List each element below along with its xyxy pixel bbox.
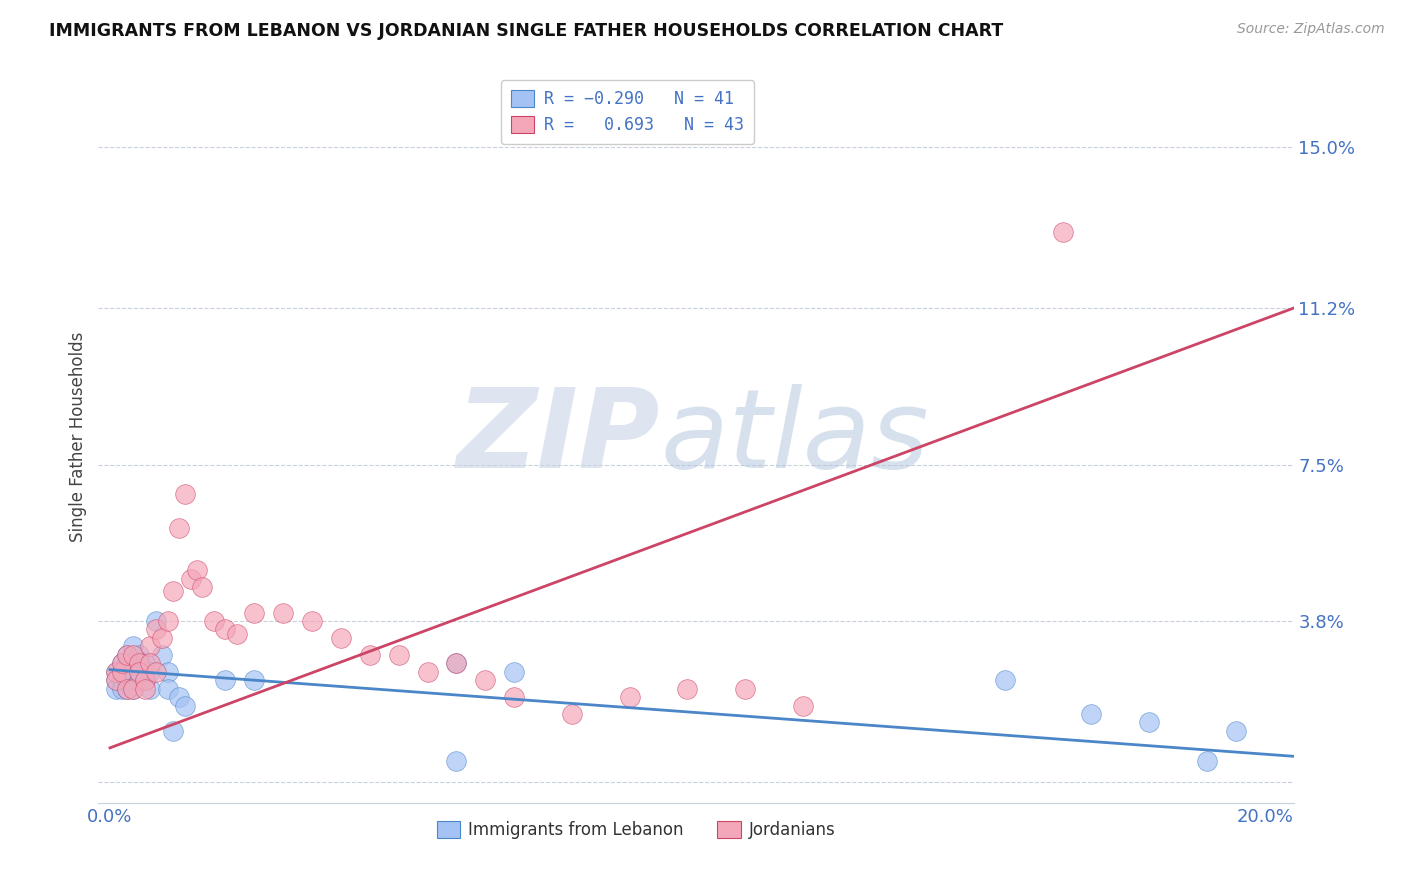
Point — [139, 640, 162, 654]
Point — [145, 614, 167, 628]
Point — [122, 681, 145, 696]
Point — [619, 690, 641, 705]
Point — [150, 648, 173, 662]
Point — [139, 681, 162, 696]
Point — [156, 614, 179, 628]
Point — [110, 681, 132, 696]
Point — [139, 665, 162, 679]
Point — [104, 665, 127, 679]
Point — [122, 673, 145, 688]
Text: ZIP: ZIP — [457, 384, 661, 491]
Point — [446, 657, 468, 671]
Point — [167, 690, 190, 705]
Point — [202, 614, 225, 628]
Point — [503, 665, 526, 679]
Y-axis label: Single Father Households: Single Father Households — [69, 332, 87, 542]
Point — [162, 584, 184, 599]
Point — [156, 681, 179, 696]
Point — [167, 521, 190, 535]
Point — [128, 648, 150, 662]
Point — [117, 648, 139, 662]
Point — [243, 673, 266, 688]
Point — [139, 657, 162, 671]
Point — [122, 657, 145, 671]
Point — [734, 681, 756, 696]
Point — [214, 673, 236, 688]
Point — [134, 673, 156, 688]
Point — [359, 648, 381, 662]
Point — [162, 723, 184, 738]
Point — [128, 665, 150, 679]
Text: Source: ZipAtlas.com: Source: ZipAtlas.com — [1237, 22, 1385, 37]
Point — [1137, 715, 1160, 730]
Point — [226, 626, 249, 640]
Point — [416, 665, 439, 679]
Point — [474, 673, 496, 688]
Point — [1225, 723, 1247, 738]
Point — [134, 657, 156, 671]
Point — [104, 681, 127, 696]
Point — [503, 690, 526, 705]
Point — [676, 681, 699, 696]
Point — [243, 606, 266, 620]
Point — [150, 631, 173, 645]
Point — [186, 563, 208, 577]
Legend: Immigrants from Lebanon, Jordanians: Immigrants from Lebanon, Jordanians — [430, 814, 842, 846]
Point — [561, 706, 583, 721]
Point — [145, 665, 167, 679]
Point — [117, 681, 139, 696]
Point — [134, 673, 156, 688]
Point — [104, 665, 127, 679]
Point — [110, 673, 132, 688]
Point — [122, 681, 145, 696]
Point — [110, 657, 132, 671]
Point — [174, 698, 197, 713]
Point — [156, 665, 179, 679]
Point — [1080, 706, 1102, 721]
Point — [104, 673, 127, 688]
Point — [388, 648, 411, 662]
Point — [104, 673, 127, 688]
Point — [134, 681, 156, 696]
Text: IMMIGRANTS FROM LEBANON VS JORDANIAN SINGLE FATHER HOUSEHOLDS CORRELATION CHART: IMMIGRANTS FROM LEBANON VS JORDANIAN SIN… — [49, 22, 1004, 40]
Point — [122, 640, 145, 654]
Point — [446, 657, 468, 671]
Point — [301, 614, 323, 628]
Point — [117, 681, 139, 696]
Point — [174, 487, 197, 501]
Point — [792, 698, 814, 713]
Point — [117, 648, 139, 662]
Point — [117, 665, 139, 679]
Point — [271, 606, 294, 620]
Point — [110, 665, 132, 679]
Point — [117, 673, 139, 688]
Point — [1052, 225, 1074, 239]
Point — [122, 648, 145, 662]
Point — [145, 623, 167, 637]
Point — [214, 623, 236, 637]
Point — [128, 665, 150, 679]
Point — [994, 673, 1017, 688]
Point — [128, 673, 150, 688]
Point — [191, 580, 214, 594]
Point — [117, 657, 139, 671]
Point — [329, 631, 352, 645]
Point — [122, 665, 145, 679]
Point — [110, 657, 132, 671]
Point — [128, 657, 150, 671]
Point — [1195, 754, 1218, 768]
Point — [446, 754, 468, 768]
Point — [180, 572, 202, 586]
Text: atlas: atlas — [661, 384, 929, 491]
Point — [110, 665, 132, 679]
